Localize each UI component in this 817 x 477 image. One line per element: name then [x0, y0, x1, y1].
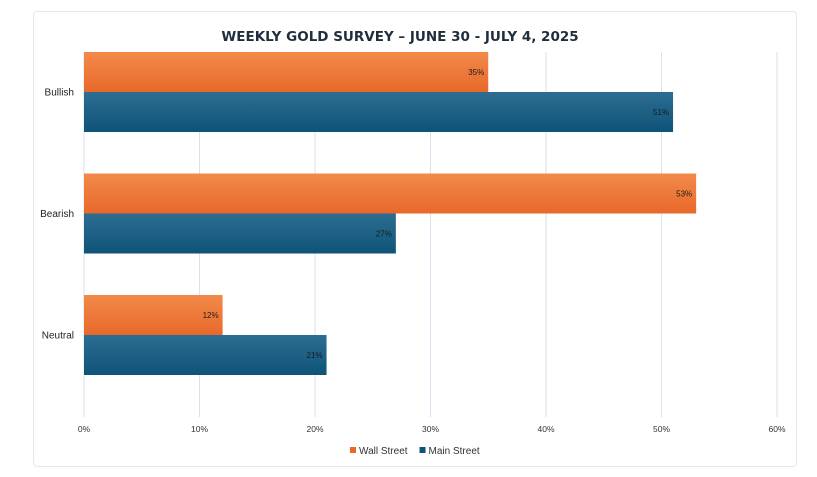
legend-swatch — [350, 447, 356, 453]
bar-main-street-bullish — [84, 92, 674, 132]
x-tick-label: 40% — [537, 424, 554, 434]
data-label: 21% — [307, 351, 323, 360]
x-tick-label: 20% — [306, 424, 323, 434]
labels: 0% 10% 20% 30% 40% 50% 60% 35% 51% Bullish 53% 27% B… — [40, 68, 786, 434]
bar-main-street-bearish — [84, 213, 396, 254]
legend-label: Wall Street — [359, 446, 408, 457]
legend-label: Main Street — [429, 446, 480, 457]
data-label: 51% — [653, 108, 669, 117]
chart-title: WEEKLY GOLD SURVEY – JUNE 30 - JULY 4, 2… — [221, 29, 578, 45]
bar-wall-street-bullish — [84, 52, 489, 92]
data-label: 53% — [676, 190, 692, 199]
data-label: 27% — [376, 230, 392, 239]
x-tick-label: 10% — [191, 424, 208, 434]
category-label: Bullish — [45, 88, 74, 99]
bars — [84, 52, 697, 375]
bar-wall-street-neutral — [84, 295, 223, 335]
category-label: Neutral — [42, 331, 74, 342]
x-tick-label: 60% — [768, 424, 785, 434]
x-tick-label: 0% — [78, 424, 91, 434]
legend: Wall Street Main Street — [350, 446, 480, 457]
data-label: 12% — [203, 311, 219, 320]
data-label: 35% — [468, 68, 484, 77]
legend-swatch — [419, 447, 426, 453]
x-tick-label: 50% — [653, 424, 670, 434]
category-label: Bearish — [40, 209, 74, 220]
bar-wall-street-bearish — [84, 173, 697, 214]
x-tick-label: 30% — [422, 424, 439, 434]
bar-main-street-neutral — [84, 335, 327, 375]
